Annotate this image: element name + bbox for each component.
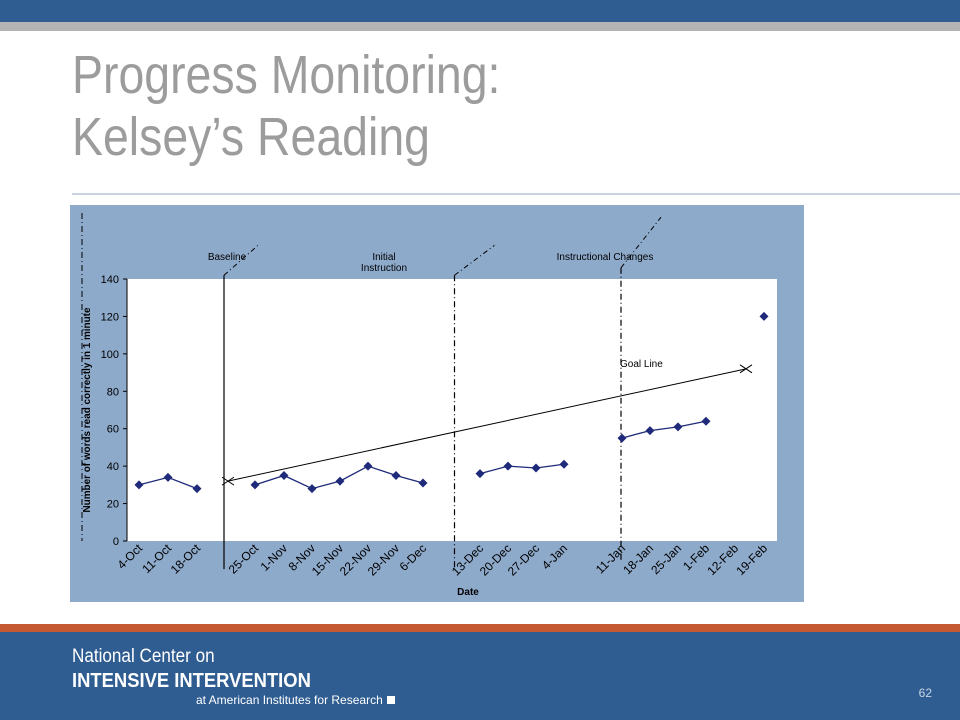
data-point [335, 476, 345, 486]
data-point [645, 426, 655, 436]
data-point [701, 416, 711, 426]
title-line-1: Progress Monitoring: [72, 45, 501, 105]
data-point [250, 480, 260, 490]
footer-bar: National Center on INTENSIVE INTERVENTIO… [0, 632, 960, 720]
top-banner [0, 0, 960, 22]
phase-divider-flag [223, 244, 259, 276]
org-name-line2: INTENSIVE INTERVENTION [72, 670, 311, 692]
y-tick-label: 140 [101, 274, 119, 286]
phase-label: Instruction [361, 263, 407, 274]
progress-chart: 0 20 40 60 80 100 120 140 Number of words read c… [70, 205, 804, 602]
data-point [475, 469, 485, 479]
org-affiliation-text: at American Institutes for Research [196, 693, 383, 707]
org-name-line1: National Center on [72, 646, 215, 667]
chart-panel: 0 20 40 60 80 100 120 140 Number of words read c… [70, 205, 804, 602]
data-point [617, 433, 627, 443]
y-tick-label: 40 [107, 461, 119, 473]
data-point [134, 480, 144, 490]
plot-area [127, 279, 777, 541]
series-line [479, 463, 565, 475]
phase-label: Baseline [208, 252, 247, 263]
series-line [621, 420, 707, 439]
y-axis-label: Number of words read correctly in 1 minu… [82, 307, 93, 512]
data-point [559, 459, 569, 469]
slide-title: Progress Monitoring: Kelsey’s Reading [72, 44, 500, 168]
y-tick-label: 0 [113, 536, 119, 548]
data-point [163, 472, 173, 482]
goal-line-label: Goal Line [620, 359, 663, 370]
title-divider [72, 193, 960, 195]
goal-line [227, 368, 747, 482]
title-line-2: Kelsey’s Reading [72, 107, 430, 167]
data-point [363, 461, 373, 471]
y-tick-label: 80 [107, 386, 119, 398]
data-point [418, 478, 428, 488]
phase-label: Initial [372, 252, 395, 263]
data-point [759, 311, 769, 321]
y-tick-label: 120 [101, 311, 119, 323]
data-point [503, 461, 513, 471]
data-point [192, 484, 202, 494]
org-affiliation: at American Institutes for Research [196, 693, 395, 707]
y-tick-label: 20 [107, 499, 119, 511]
data-point [673, 422, 683, 432]
phase-divider-flag [454, 244, 495, 276]
data-point [531, 463, 541, 473]
square-logo-icon [386, 696, 395, 704]
data-point [391, 471, 401, 480]
y-tick-label: 100 [101, 349, 119, 361]
top-banner-stripe [0, 22, 960, 31]
footer-accent-stripe [0, 624, 960, 632]
data-point [307, 484, 317, 494]
goal-marker [221, 476, 235, 486]
phase-label: Instructional Changes [557, 252, 654, 263]
page-number: 62 [918, 686, 932, 700]
goal-marker [739, 364, 753, 374]
y-tick-label: 60 [107, 424, 119, 436]
data-point [279, 471, 289, 480]
phase-divider-flag [620, 216, 662, 269]
x-axis-label: Date [457, 587, 479, 598]
